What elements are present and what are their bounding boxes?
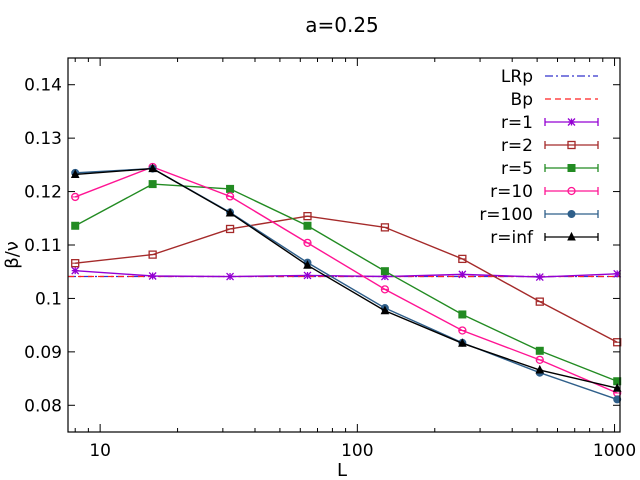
- point-r-5: [303, 221, 312, 230]
- point-r-2: [71, 259, 80, 268]
- point-r-10: [458, 326, 467, 335]
- point-r-5: [71, 221, 80, 230]
- point-r-5: [458, 310, 467, 319]
- point-r-10: [380, 285, 390, 294]
- point-r-2: [380, 223, 390, 232]
- legend-marker-r-1: [567, 118, 576, 126]
- legend: LRp Bp r=1 r=2 r=5 r=10 r=100 r=inf: [479, 67, 599, 248]
- legend-label-r-100: r=100: [479, 205, 533, 225]
- point-r-2: [535, 297, 544, 306]
- y-tick-label: 0.13: [24, 129, 62, 149]
- point-r-1: [303, 271, 312, 280]
- point-r-10: [71, 192, 80, 202]
- point-r-1: [226, 272, 235, 281]
- series-line-r-100: [75, 167, 618, 401]
- legend-label-r-2: r=2: [501, 136, 533, 156]
- legend-marker-r-5: [567, 164, 576, 172]
- point-r-inf: [612, 383, 622, 392]
- series-line-r-10: [74, 166, 618, 394]
- point-r-5: [226, 184, 235, 193]
- legend-label-bp: Bp: [511, 90, 533, 110]
- point-r-inf: [303, 260, 312, 269]
- x-tick-label: 10: [89, 441, 111, 461]
- y-axis-label: β/ν: [2, 241, 23, 269]
- point-r-2: [225, 224, 235, 234]
- point-r-100: [613, 395, 622, 404]
- x-tick-label: 100: [341, 441, 373, 461]
- series-line-r-5: [74, 183, 618, 382]
- y-tick-label: 0.11: [24, 236, 62, 256]
- point-r-1: [380, 272, 389, 281]
- legend-label-lrp: LRp: [501, 67, 533, 87]
- point-r-1: [458, 270, 467, 279]
- point-r-2: [148, 250, 157, 259]
- y-tick-label: 0.08: [24, 396, 62, 416]
- legend-marker-r-10: [567, 186, 576, 196]
- series-line-r-1: [75, 269, 618, 278]
- point-r-1: [535, 273, 544, 282]
- x-axis-label: L: [337, 460, 347, 480]
- point-r-10: [535, 355, 544, 365]
- point-r-inf: [380, 305, 390, 315]
- point-r-1: [71, 266, 80, 275]
- legend-marker-r-100: [567, 210, 576, 218]
- point-r-5: [380, 267, 389, 276]
- point-r-2: [303, 211, 312, 221]
- point-r-inf: [70, 169, 80, 178]
- legend-label-r-inf: r=inf: [490, 228, 534, 248]
- point-r-5: [535, 346, 544, 355]
- y-tick-label: 0.09: [24, 343, 62, 363]
- legend-marker-r-inf: [567, 231, 576, 241]
- y-tick-label: 0.14: [24, 76, 62, 96]
- point-r-inf: [535, 364, 545, 374]
- point-r-2: [613, 338, 622, 347]
- legend-label-r-1: r=1: [501, 113, 533, 133]
- point-r-inf: [458, 338, 467, 347]
- point-r-10: [303, 238, 312, 248]
- point-r-1: [148, 272, 157, 280]
- point-r-2: [458, 254, 467, 264]
- point-r-inf: [148, 163, 157, 173]
- series-line-r-inf: [75, 167, 618, 389]
- point-r-10: [225, 192, 235, 201]
- point-r-1: [613, 269, 622, 278]
- legend-label-r-10: r=10: [490, 182, 533, 202]
- series-line-r-2: [75, 215, 618, 343]
- legend-marker-r-2: [567, 140, 576, 150]
- legend-label-r-5: r=5: [501, 159, 533, 179]
- point-r-5: [148, 180, 157, 189]
- plot-frame: [67, 57, 621, 433]
- point-r-inf: [225, 207, 235, 217]
- y-tick-label: 0.1: [35, 289, 62, 309]
- chart-title: a=0.25: [305, 13, 379, 37]
- x-tick-label: 1000: [593, 441, 636, 461]
- y-tick-label: 0.12: [24, 183, 62, 203]
